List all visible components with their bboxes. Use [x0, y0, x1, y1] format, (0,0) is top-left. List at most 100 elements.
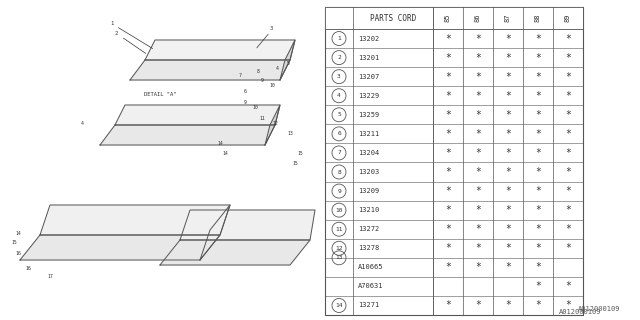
Polygon shape: [265, 105, 280, 145]
Text: 5: 5: [337, 112, 341, 117]
Text: *: *: [445, 224, 451, 234]
Text: *: *: [535, 129, 541, 139]
Text: *: *: [565, 224, 571, 234]
Text: *: *: [475, 34, 481, 44]
Text: *: *: [445, 34, 451, 44]
Text: *: *: [475, 110, 481, 120]
Text: 9: 9: [260, 78, 264, 83]
Text: 14: 14: [15, 231, 21, 236]
Text: *: *: [505, 205, 511, 215]
Text: 16: 16: [15, 251, 21, 256]
Text: 13259: 13259: [358, 112, 380, 118]
Text: *: *: [445, 205, 451, 215]
Text: *: *: [445, 300, 451, 310]
Text: *: *: [475, 148, 481, 158]
Bar: [325, 7, 583, 29]
Text: *: *: [505, 34, 511, 44]
Text: *: *: [475, 205, 481, 215]
Text: 3: 3: [337, 74, 341, 79]
Text: 15: 15: [11, 240, 17, 245]
Text: *: *: [565, 186, 571, 196]
Text: 1: 1: [110, 21, 152, 49]
Text: *: *: [535, 300, 541, 310]
Text: 16: 16: [25, 266, 31, 271]
Text: 13272: 13272: [358, 226, 380, 232]
Text: *: *: [475, 186, 481, 196]
Text: 85: 85: [445, 14, 451, 22]
Text: *: *: [565, 110, 571, 120]
Text: *: *: [565, 91, 571, 101]
Text: *: *: [475, 167, 481, 177]
Text: A012000109: A012000109: [577, 306, 620, 312]
Text: 13207: 13207: [358, 74, 380, 80]
Text: *: *: [505, 91, 511, 101]
Text: 87: 87: [505, 14, 511, 22]
Text: PARTS CORD: PARTS CORD: [370, 13, 416, 22]
Polygon shape: [130, 60, 290, 80]
Polygon shape: [100, 125, 275, 145]
Text: *: *: [535, 110, 541, 120]
Text: *: *: [505, 224, 511, 234]
Text: 10: 10: [252, 105, 258, 110]
Text: A70631: A70631: [358, 284, 383, 289]
Text: 15: 15: [297, 151, 303, 156]
Text: 4: 4: [276, 66, 278, 71]
Text: 9: 9: [244, 100, 246, 105]
Text: 11: 11: [259, 116, 265, 121]
Text: *: *: [475, 91, 481, 101]
Text: *: *: [445, 72, 451, 82]
Text: 13210: 13210: [358, 207, 380, 213]
Text: *: *: [565, 300, 571, 310]
Text: *: *: [535, 243, 541, 253]
Text: 4: 4: [81, 121, 83, 126]
Text: 14: 14: [335, 303, 343, 308]
Text: 1: 1: [337, 36, 341, 41]
Polygon shape: [20, 235, 220, 260]
Text: 8: 8: [337, 170, 341, 174]
Text: 13278: 13278: [358, 245, 380, 251]
Text: 2: 2: [337, 55, 341, 60]
Polygon shape: [40, 205, 230, 235]
Text: *: *: [505, 167, 511, 177]
Text: *: *: [505, 186, 511, 196]
Text: *: *: [535, 167, 541, 177]
Text: 7: 7: [337, 150, 341, 156]
Text: *: *: [565, 205, 571, 215]
Text: 17: 17: [47, 274, 53, 279]
Text: 8: 8: [257, 69, 259, 74]
Text: 13204: 13204: [358, 150, 380, 156]
Text: *: *: [535, 205, 541, 215]
Text: 9: 9: [337, 188, 341, 194]
Text: 89: 89: [565, 14, 571, 22]
Text: 13202: 13202: [358, 36, 380, 42]
Text: 4: 4: [337, 93, 341, 98]
Polygon shape: [280, 40, 295, 80]
Text: *: *: [565, 34, 571, 44]
Text: 10: 10: [269, 83, 275, 88]
Text: 3: 3: [270, 26, 273, 31]
Text: 13271: 13271: [358, 302, 380, 308]
Text: *: *: [535, 262, 541, 272]
Bar: [325, 7, 583, 315]
Text: *: *: [445, 52, 451, 63]
Text: *: *: [565, 72, 571, 82]
Text: *: *: [565, 243, 571, 253]
Text: 12: 12: [335, 246, 343, 251]
Text: *: *: [565, 148, 571, 158]
Text: *: *: [505, 243, 511, 253]
Text: *: *: [445, 148, 451, 158]
Text: *: *: [505, 52, 511, 63]
Text: 88: 88: [535, 14, 541, 22]
Text: *: *: [475, 224, 481, 234]
Text: *: *: [475, 129, 481, 139]
Text: 13229: 13229: [358, 93, 380, 99]
Text: 11: 11: [335, 227, 343, 232]
Polygon shape: [180, 210, 315, 240]
Polygon shape: [160, 240, 310, 265]
Text: 6: 6: [337, 132, 341, 136]
Text: DETAIL "A": DETAIL "A": [144, 92, 176, 97]
Text: *: *: [535, 34, 541, 44]
Text: 15: 15: [292, 161, 298, 166]
Text: *: *: [445, 91, 451, 101]
Text: *: *: [475, 72, 481, 82]
